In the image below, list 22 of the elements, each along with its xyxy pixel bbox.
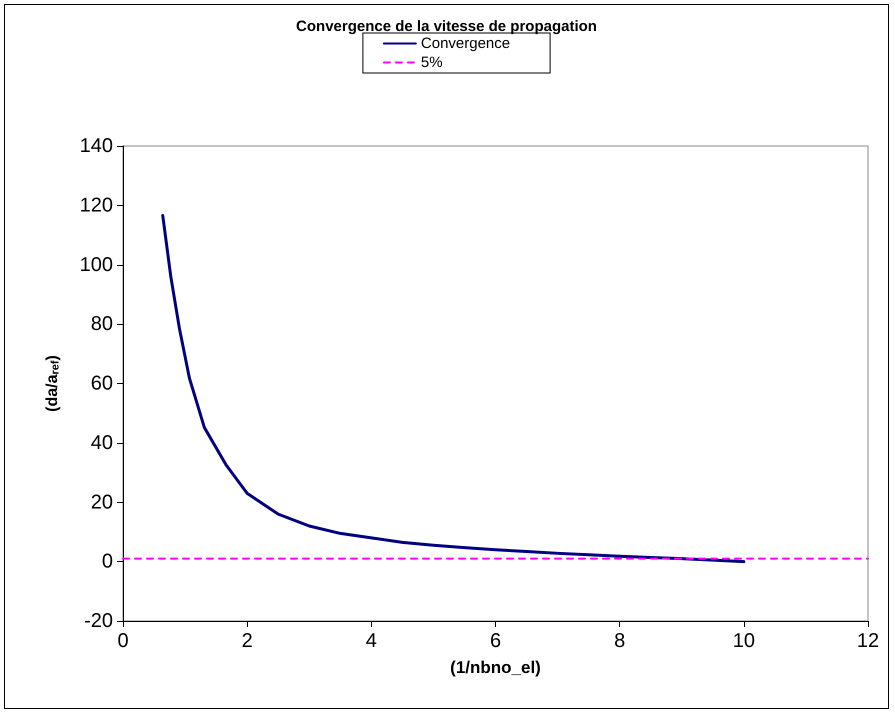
y-tick-label: 0 [102,550,113,573]
x-tick-label: 2 [242,630,253,652]
line-series [161,214,746,564]
x-tick-label: 0 [117,630,129,652]
x-tick-label: 10 [732,630,755,652]
y-tick-label: 20 [90,491,113,514]
legend-label: 5% [420,54,443,71]
y-tick-label: 120 [80,194,113,216]
y-tick-label: 80 [90,313,113,336]
x-tick-label: 6 [490,630,502,652]
y-tick-label: -20 [84,610,113,632]
legend-label: Convergence [420,35,510,52]
x-tick-label: 4 [366,630,377,652]
y-tick-label: 100 [80,254,113,276]
x-axis-title: (1/nbno_el) [450,658,541,677]
y-tick-label: 60 [90,372,113,394]
y-tick-label: 140 [80,135,113,157]
y-axis-title: (da/aref) [44,355,62,412]
x-tick-label: 8 [614,630,626,652]
chart-title: Convergence de la vitesse de propagation [296,18,597,35]
x-tick-label: 12 [856,630,880,652]
y-tick-label: 40 [90,432,113,454]
